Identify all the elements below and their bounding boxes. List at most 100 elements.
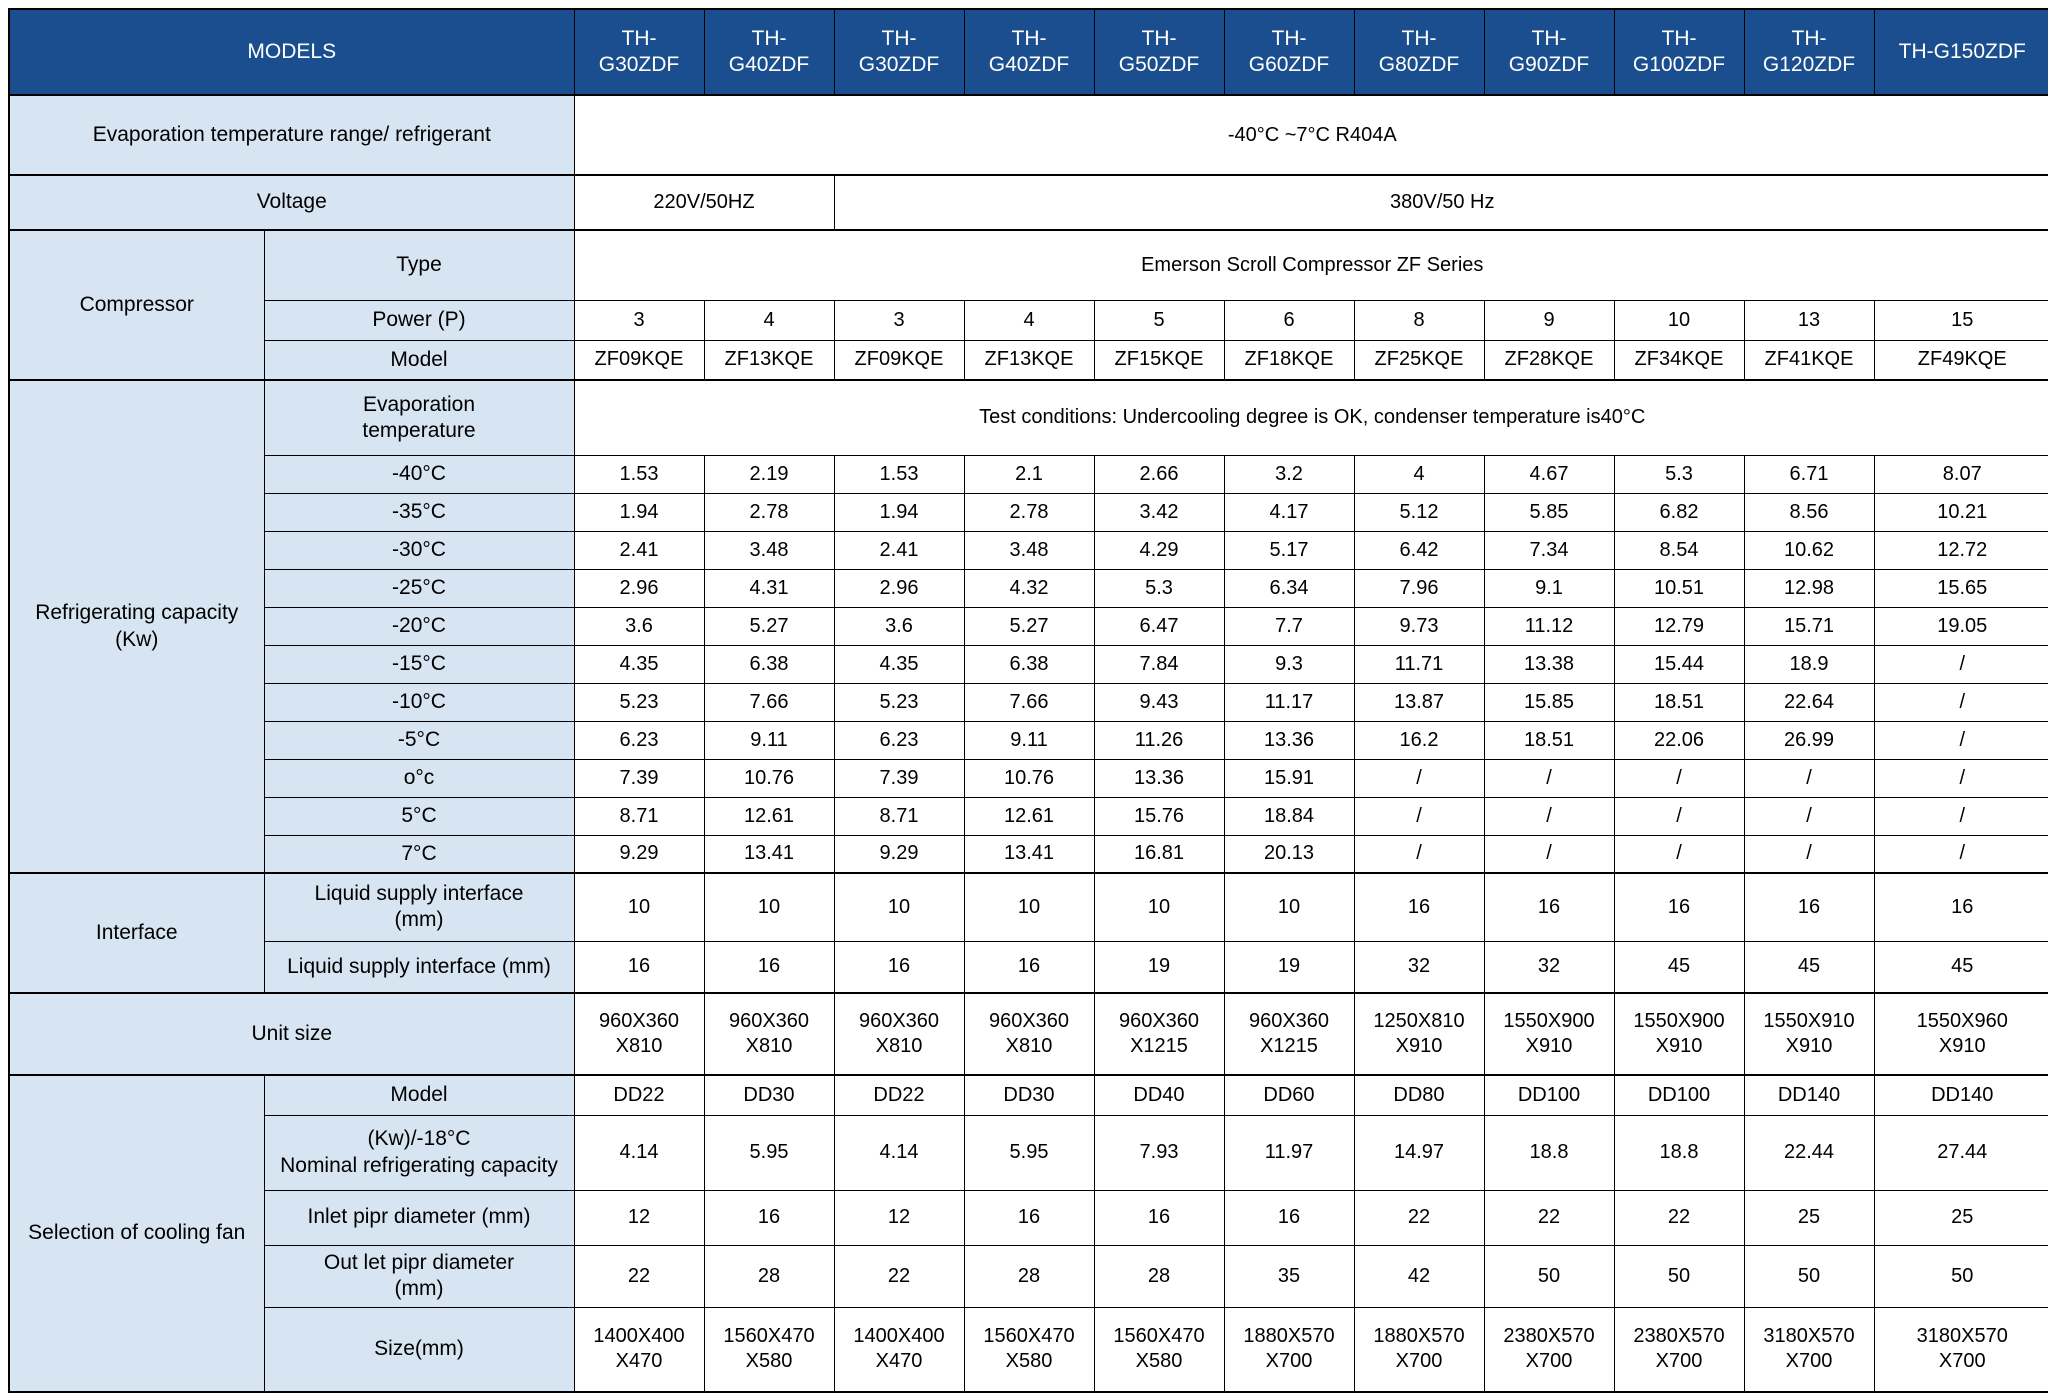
value-cell: 9.29 xyxy=(573,834,705,874)
value-cell: 5.95 xyxy=(703,1114,835,1191)
value-cell: 18.51 xyxy=(1483,720,1615,760)
value-cell: 8.54 xyxy=(1613,530,1745,570)
column-header-model: TH- G60ZDF xyxy=(1223,8,1355,96)
value-cell: 2.96 xyxy=(573,568,705,608)
value-cell: 22.64 xyxy=(1743,682,1875,722)
column-header-model: TH- G80ZDF xyxy=(1353,8,1485,96)
row-label: Model xyxy=(263,1074,575,1116)
value-cell: 2.96 xyxy=(833,568,965,608)
table-row: Refrigerating capacity (Kw) Evaporation t… xyxy=(8,379,2048,874)
value-cell: 4.67 xyxy=(1483,454,1615,494)
value-cell: 5.12 xyxy=(1353,492,1485,532)
value-cell: 9 xyxy=(1483,299,1615,341)
value-cell: / xyxy=(1743,758,1875,798)
value-cell: 28 xyxy=(963,1244,1095,1308)
value-cell: 4.35 xyxy=(833,644,965,684)
row-label: Liquid supply interface (mm) xyxy=(263,872,575,942)
value-cell: 10 xyxy=(573,872,705,942)
value-cell: 1.53 xyxy=(833,454,965,494)
value-cell: 15.76 xyxy=(1093,796,1225,836)
table-row: Interface Liquid supply interface (mm) 10 1… xyxy=(8,872,2048,994)
value-cell: 12.98 xyxy=(1743,568,1875,608)
value-cell: ZF13KQE xyxy=(703,339,835,381)
value-cell: 32 xyxy=(1483,940,1615,994)
value-cell: 16 xyxy=(833,940,965,994)
value-cell: 5.95 xyxy=(963,1114,1095,1191)
value-cell: 25 xyxy=(1743,1189,1875,1246)
table-row: -25°C 2.96 4.31 2.96 4.32 5.3 6.34 7.96 9.1 10.51… xyxy=(9,568,2048,608)
value-cell: 380V/50 Hz xyxy=(833,174,2048,231)
value-cell: 5.17 xyxy=(1223,530,1355,570)
value-cell: 4.35 xyxy=(573,644,705,684)
value-cell: ZF49KQE xyxy=(1873,339,2048,381)
table-row: Out let pipr diameter (mm) 22 28 22 28 28 35 42… xyxy=(9,1244,2048,1308)
value-cell: 2380X570 X700 xyxy=(1613,1306,1745,1393)
value-cell: 2.78 xyxy=(703,492,835,532)
value-cell: 6.82 xyxy=(1613,492,1745,532)
value-cell: 42 xyxy=(1353,1244,1485,1308)
value-cell: 22.44 xyxy=(1743,1114,1875,1191)
row-label: Voltage xyxy=(8,174,575,231)
value-cell: / xyxy=(1743,834,1875,874)
value-cell: 45 xyxy=(1613,940,1745,994)
value-cell: 50 xyxy=(1483,1244,1615,1308)
row-label: -35°C xyxy=(263,492,575,532)
value-cell: 12.61 xyxy=(963,796,1095,836)
row-label: -5°C xyxy=(263,720,575,760)
value-cell: 1250X810 X910 xyxy=(1353,992,1485,1076)
value-cell: 7.34 xyxy=(1483,530,1615,570)
value-cell: 20.13 xyxy=(1223,834,1355,874)
value-cell: 1880X570 X700 xyxy=(1223,1306,1355,1393)
column-header-model: TH- G90ZDF xyxy=(1483,8,1615,96)
value-cell: 6.38 xyxy=(703,644,835,684)
value-cell: 6.23 xyxy=(833,720,965,760)
value-cell: 16 xyxy=(703,940,835,994)
value-cell: 960X360 X1215 xyxy=(1093,992,1225,1076)
value-cell: 6.34 xyxy=(1223,568,1355,608)
value-cell: ZF09KQE xyxy=(833,339,965,381)
value-cell: 10 xyxy=(963,872,1095,942)
value-cell: 4.17 xyxy=(1223,492,1355,532)
value-cell: 3.6 xyxy=(573,606,705,646)
value-cell: 25 xyxy=(1873,1189,2048,1246)
value-cell: 3180X570 X700 xyxy=(1743,1306,1875,1393)
value-cell: 2.1 xyxy=(963,454,1095,494)
value-cell: 11.71 xyxy=(1353,644,1485,684)
value-cell: 7.39 xyxy=(573,758,705,798)
value-cell: / xyxy=(1483,834,1615,874)
value-cell: 15.85 xyxy=(1483,682,1615,722)
value-cell: 5.23 xyxy=(573,682,705,722)
value-cell: 9.73 xyxy=(1353,606,1485,646)
value-cell: 6.42 xyxy=(1353,530,1485,570)
value-cell: 10 xyxy=(703,872,835,942)
value-cell: 10.62 xyxy=(1743,530,1875,570)
value-cell: 5.27 xyxy=(703,606,835,646)
value-cell: 13.87 xyxy=(1353,682,1485,722)
value-cell: 12.72 xyxy=(1873,530,2048,570)
value-cell: 12 xyxy=(833,1189,965,1246)
row-label: 5°C xyxy=(263,796,575,836)
value-cell: 28 xyxy=(1093,1244,1225,1308)
value-cell: Test conditions: Undercooling degree is … xyxy=(573,379,2048,456)
value-cell: 19.05 xyxy=(1873,606,2048,646)
row-label: -20°C xyxy=(263,606,575,646)
value-cell: 9.3 xyxy=(1223,644,1355,684)
value-cell: 3.42 xyxy=(1093,492,1225,532)
value-cell: 11.97 xyxy=(1223,1114,1355,1191)
value-cell: 1.53 xyxy=(573,454,705,494)
value-cell: 5.27 xyxy=(963,606,1095,646)
value-cell: ZF13KQE xyxy=(963,339,1095,381)
value-cell: 12.61 xyxy=(703,796,835,836)
value-cell: 2.66 xyxy=(1093,454,1225,494)
column-header-model: TH- G40ZDF xyxy=(703,8,835,96)
value-cell: / xyxy=(1353,758,1485,798)
value-cell: 15 xyxy=(1873,299,2048,341)
value-cell: 4.14 xyxy=(573,1114,705,1191)
value-cell: 1400X400 X470 xyxy=(833,1306,965,1393)
value-cell: 5.23 xyxy=(833,682,965,722)
value-cell: 8.56 xyxy=(1743,492,1875,532)
table-row: Power (P) 3 4 3 4 5 6 8 9 10 13 15 xyxy=(9,299,2048,341)
value-cell: 8 xyxy=(1353,299,1485,341)
spec-table: MODELS TH- G30ZDF TH- G40ZDF TH- G30ZDF TH- … xyxy=(8,8,2048,1393)
value-cell: ZF34KQE xyxy=(1613,339,1745,381)
